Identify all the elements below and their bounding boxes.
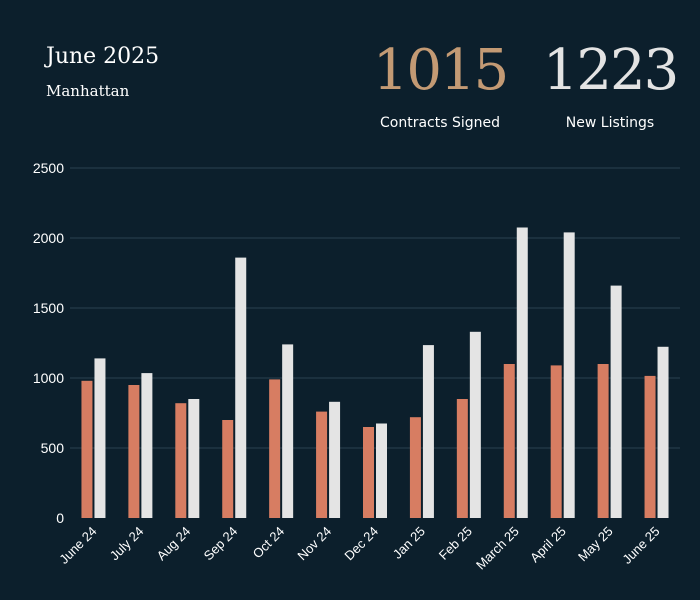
chart-subtitle: Manhattan xyxy=(46,82,130,100)
bar-contracts xyxy=(456,399,468,518)
bar-contracts xyxy=(644,375,656,518)
x-tick-label: March 25 xyxy=(473,524,522,573)
y-tick-label: 1500 xyxy=(33,300,64,316)
x-tick-label: Oct 24 xyxy=(250,524,288,562)
kpi-contracts-label: Contracts Signed xyxy=(379,115,500,131)
bar-listings xyxy=(516,227,528,518)
x-tick-label: June 24 xyxy=(56,524,99,567)
bar-listings xyxy=(376,423,387,518)
y-tick-label: 1000 xyxy=(33,370,64,386)
chart-title: June 2025 xyxy=(46,44,160,69)
bar-contracts xyxy=(409,417,421,518)
x-tick-label: June 25 xyxy=(619,524,662,567)
bar-contracts xyxy=(316,411,328,518)
y-tick-label: 2000 xyxy=(33,230,64,246)
bar-listings xyxy=(563,232,575,518)
y-tick-label: 0 xyxy=(56,510,64,526)
bar-contracts xyxy=(128,385,140,518)
bar-contracts xyxy=(269,379,281,518)
x-tick-label: Aug 24 xyxy=(154,524,194,564)
x-tick-label: Nov 24 xyxy=(294,524,334,564)
bar-listings xyxy=(94,358,106,518)
x-tick-label: May 25 xyxy=(575,524,616,565)
x-tick-label: April 25 xyxy=(527,524,569,566)
bar-contracts xyxy=(81,380,93,518)
y-tick-label: 500 xyxy=(41,440,65,456)
bar-contracts xyxy=(175,403,187,518)
kpi-listings-label: New Listings xyxy=(565,115,655,131)
x-tick-label: Sep 24 xyxy=(201,524,241,564)
kpi-listings-value: 1223 xyxy=(542,38,680,103)
bar-listings xyxy=(422,345,434,518)
bar-contracts xyxy=(597,364,609,518)
bar-listings xyxy=(657,346,669,518)
bar-contracts xyxy=(363,427,374,518)
x-tick-label: July 24 xyxy=(107,524,147,564)
bar-listings xyxy=(610,285,622,518)
bar-contracts xyxy=(503,364,515,518)
bar-listings xyxy=(188,399,200,518)
bar-contracts xyxy=(550,365,562,518)
bar-contracts xyxy=(222,420,234,518)
x-tick-label: Feb 25 xyxy=(436,524,475,563)
x-tick-label: Jan 25 xyxy=(390,524,428,562)
bar-listings xyxy=(469,331,481,518)
x-tick-label: Dec 24 xyxy=(341,524,381,564)
bar-listings xyxy=(329,401,341,518)
bar-listings xyxy=(141,373,153,518)
y-tick-label: 2500 xyxy=(33,160,64,176)
bar-listings xyxy=(235,257,247,518)
bar-listings xyxy=(282,344,294,518)
kpi-contracts-value: 1015 xyxy=(372,38,510,103)
